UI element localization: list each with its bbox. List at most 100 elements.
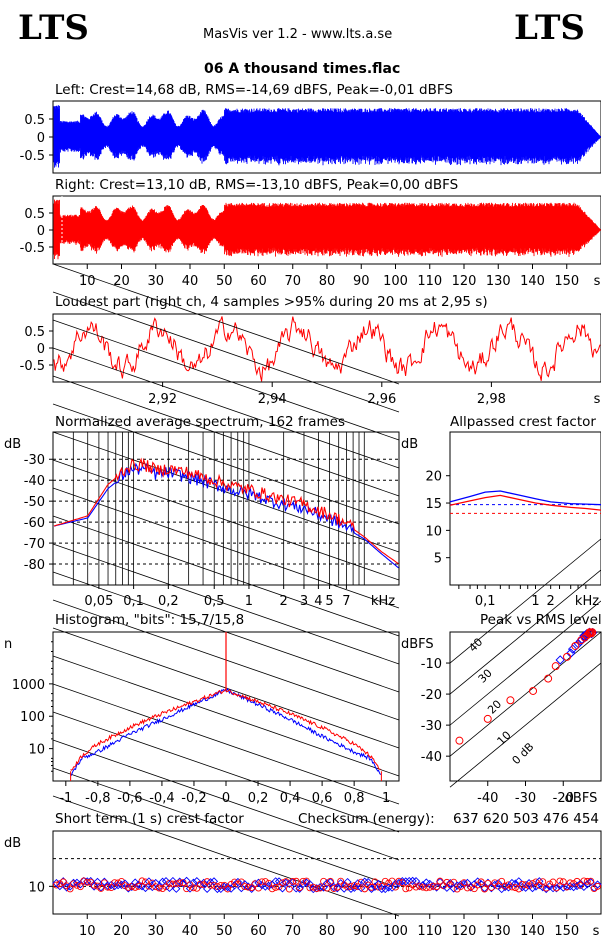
loudest-xunit: s: [594, 392, 601, 407]
short-term-left-point: [401, 877, 410, 886]
short-term-xtick-label: 120: [452, 924, 477, 939]
short-term-right-point: [535, 881, 543, 889]
peak-rms-right-point: [588, 628, 597, 637]
short-term-left-point: [548, 884, 558, 893]
short-term-right-point: [416, 882, 423, 890]
short-term-title: Short term (1 s) crest factor: [55, 811, 244, 827]
short-term-left-point: [363, 877, 373, 887]
peak-rms-right-mask: [601, 0, 606, 946]
peak-rms-ytick-label: -40: [421, 750, 442, 765]
left-title: Left: Crest=14,68 dB, RMS=-14,69 dBFS, P…: [55, 82, 453, 98]
spectrum-xtick-label: 7: [342, 594, 350, 609]
right-channel-xunit: s: [594, 274, 601, 289]
short-term-left-point: [295, 884, 304, 893]
right-channel-xtick-label: 150: [554, 274, 579, 289]
short-term-left-point: [350, 883, 359, 892]
right-channel-xtick-label: 100: [383, 274, 408, 289]
short-term-left-point: [470, 880, 479, 889]
short-term-left-point: [453, 881, 462, 890]
short-term-left-point: [531, 882, 541, 891]
short-term-right-point: [251, 880, 259, 888]
allpassed-right-series: [449, 494, 602, 511]
short-term-left-point: [442, 883, 452, 892]
right-title: Right: Crest=13,10 dB, RMS=-13,10 dBFS, …: [55, 177, 459, 193]
peak-rms-top-guide: [450, 630, 601, 631]
right-channel-xtick-label: 60: [250, 274, 267, 289]
short-term-right-point: [583, 877, 591, 885]
short-term-right-point: [323, 884, 331, 892]
short-term-right-point: [477, 878, 485, 886]
spectrum-xtick-label: 0,05: [84, 594, 113, 609]
short-term-left-point: [202, 884, 212, 893]
short-term-left-point: [292, 884, 301, 893]
allpassed-ytick-label: 15: [425, 497, 442, 512]
short-term-right-point: [594, 882, 602, 890]
spectrum-ytick-label: -30: [24, 453, 45, 468]
spectrum-ytick-label: -40: [24, 474, 45, 489]
short-term-right-point: [196, 880, 204, 888]
checksum-value: 637 620 503 476 454: [453, 811, 600, 827]
short-term-xtick-label: 60: [250, 924, 267, 939]
histogram-xtick-label: -0,2: [181, 791, 206, 806]
short-term-xtick-label: 50: [216, 924, 233, 939]
short-term-left-point: [586, 877, 595, 887]
peak-rms-annotation: 40: [466, 636, 485, 655]
app-title: MasVis ver 1.2 - www.lts.a.se: [203, 27, 393, 42]
short-term-right-point: [429, 882, 437, 890]
peak-rms-xunit: dBFS: [565, 791, 598, 806]
short-term-right-point: [258, 878, 266, 886]
short-term-right-point: [155, 884, 163, 892]
short-term-right-point: [566, 879, 574, 887]
short-term-xtick-label: 80: [319, 924, 336, 939]
spectrum-slope-line: [52, 403, 400, 525]
short-term-right-point: [481, 885, 488, 893]
histogram-xtick-label: 0,2: [248, 791, 269, 806]
short-term-left-point: [500, 882, 510, 892]
spectrum-slope-line: [52, 459, 400, 581]
spectrum-xtick-label: 3: [300, 594, 308, 609]
spectrum-slope-line: [52, 543, 400, 665]
short-term-right-point: [76, 883, 84, 891]
short-term-right-point: [306, 884, 314, 892]
peak-rms-xtick-label: -30: [515, 791, 536, 806]
short-term-right-point: [94, 882, 101, 890]
short-term-right-point: [498, 877, 506, 885]
histogram-xtick-label: 0,4: [280, 791, 301, 806]
loudest-frame: [52, 313, 602, 383]
right-channel-xtick-label: 120: [452, 274, 477, 289]
short-term-left-point: [189, 878, 198, 887]
short-term-right-point: [97, 884, 105, 892]
short-term-right-point: [354, 883, 362, 891]
short-term-right-point: [73, 881, 81, 889]
short-term-left-point: [511, 879, 520, 888]
right-channel-xtick-label: 70: [284, 274, 301, 289]
peak-rms-title: Peak vs RMS level: [480, 612, 602, 628]
short-term-right-point: [463, 884, 471, 892]
short-term-left-point: [168, 876, 178, 886]
short-term-right-point: [402, 885, 410, 893]
peak-rms-right-point: [563, 652, 572, 661]
short-term-right-point: [590, 885, 598, 892]
histogram-xtick-label: 0,8: [344, 791, 365, 806]
peak-rms-diagonal: [449, 662, 602, 788]
short-term-left-point: [127, 882, 136, 891]
short-term-right-point: [446, 881, 454, 889]
histogram-ytick-label: 1000: [12, 678, 45, 693]
short-term-right-point: [248, 884, 256, 892]
short-term-right-point: [460, 879, 468, 887]
loudest-ytick-label: 0: [37, 342, 45, 357]
short-term-right-point: [344, 883, 351, 891]
spectrum-slope-line: [52, 767, 400, 889]
short-term-left-point: [456, 880, 465, 889]
short-term-left-point: [250, 879, 260, 888]
histogram-xtick-label: -0,8: [85, 791, 110, 806]
short-term-left-point: [367, 884, 376, 893]
short-term-right-point: [511, 884, 519, 892]
short-term-right-point: [368, 883, 375, 891]
short-term-right-point: [148, 879, 156, 887]
short-term-left-point: [237, 883, 246, 893]
short-term-left-point: [425, 879, 434, 889]
loudest-xtick-label: 2,98: [477, 392, 506, 407]
short-term-right-point: [330, 885, 338, 892]
